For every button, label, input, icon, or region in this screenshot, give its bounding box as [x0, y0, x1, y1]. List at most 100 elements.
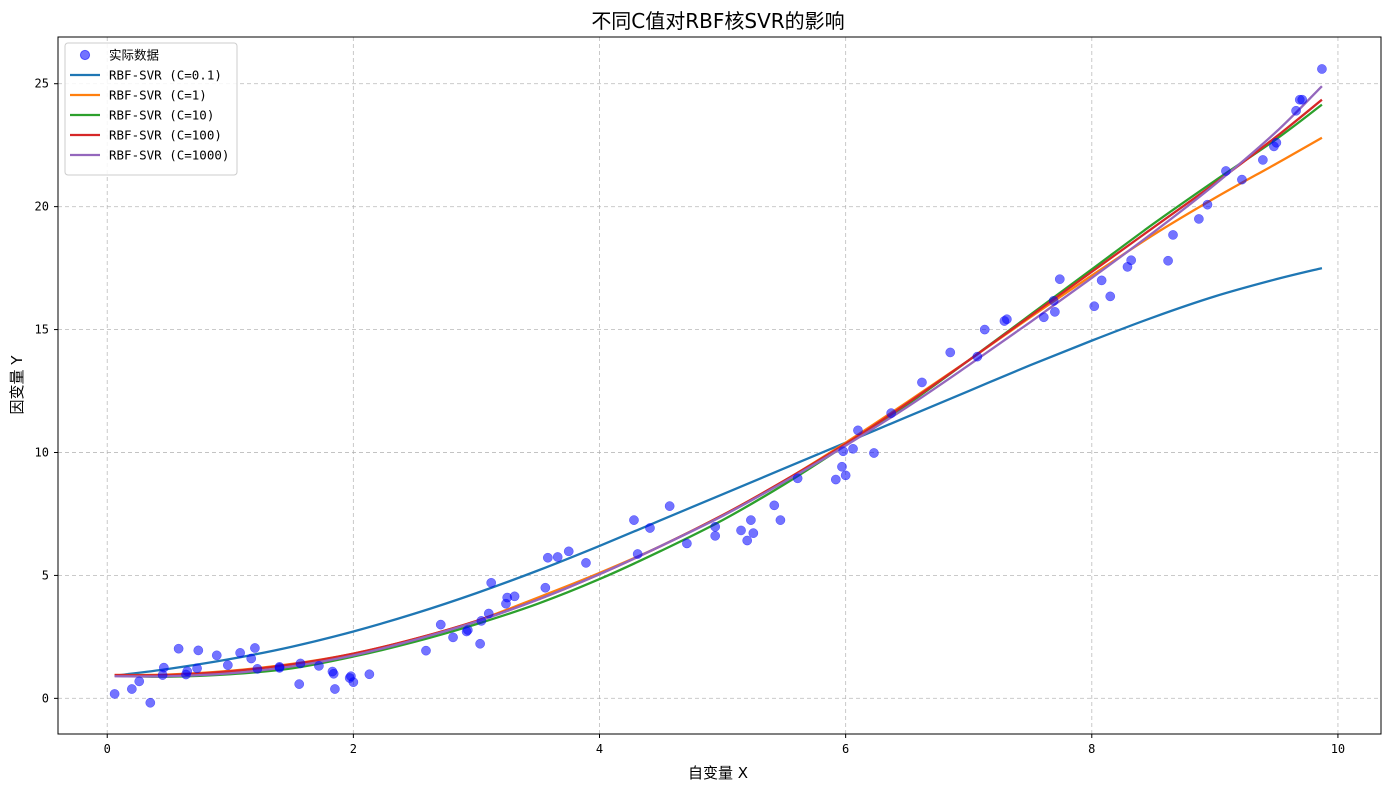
y-tick-label: 15 [35, 323, 49, 337]
data-point [476, 616, 487, 626]
data-point [145, 697, 156, 708]
data-point [540, 582, 551, 593]
data-point [581, 558, 591, 568]
data-point [1221, 166, 1231, 176]
data-point [421, 645, 431, 656]
legend-marker [79, 49, 91, 61]
x-tick-label: 2 [350, 742, 357, 756]
data-point [134, 676, 145, 687]
x-tick-label: 4 [596, 742, 603, 756]
data-point [886, 408, 897, 419]
legend-label: RBF-SVR (C=1000) [109, 148, 229, 163]
data-point [1002, 314, 1012, 325]
data-point [840, 470, 851, 481]
legend-box [64, 42, 238, 176]
data-point [448, 632, 458, 643]
data-point [1194, 214, 1204, 224]
data-point [222, 660, 233, 671]
data-point [1258, 155, 1268, 165]
data-point [1089, 301, 1100, 312]
data-point [792, 473, 803, 484]
data-point [1105, 291, 1116, 302]
data-point [252, 663, 263, 674]
data-point [193, 645, 204, 656]
data-point [1054, 274, 1065, 285]
data-point [1237, 174, 1247, 185]
data-point [1168, 230, 1178, 240]
x-tick-label: 6 [842, 742, 849, 756]
data-point [1202, 199, 1213, 210]
data-point [435, 619, 446, 630]
x-tick-label: 8 [1088, 742, 1095, 756]
data-point [645, 523, 655, 533]
data-point [742, 535, 753, 546]
data-point [542, 552, 553, 563]
legend-label: 实际数据 [109, 48, 159, 63]
data-point [295, 658, 306, 669]
data-point [632, 549, 643, 559]
data-point [109, 689, 120, 699]
data-point [486, 577, 497, 588]
series-lines [114, 85, 1323, 678]
data-point [869, 448, 879, 458]
data-point [314, 661, 324, 671]
data-point [192, 663, 202, 674]
data-point [1271, 137, 1282, 148]
data-point [838, 446, 849, 457]
data-point [979, 324, 990, 335]
x-tick-label: 0 [104, 742, 111, 756]
legend: 实际数据 RBF-SVR (C=0.1) RBF-SVR (C=1) RBF-SVR … [64, 42, 238, 176]
data-point [629, 515, 639, 525]
series-line [114, 103, 1323, 678]
y-axis-label: 因变量 Y [8, 355, 26, 415]
data-point [769, 500, 780, 511]
data-point [746, 515, 756, 525]
data-point [364, 669, 375, 680]
plot-frame [57, 36, 1382, 735]
legend-label: RBF-SVR (C=10) [109, 108, 214, 123]
y-tick-label: 5 [42, 568, 49, 582]
data-point [775, 515, 786, 525]
data-point [1163, 255, 1173, 266]
data-point [483, 608, 494, 619]
data-point [250, 643, 260, 653]
y-tick-label: 25 [35, 77, 49, 91]
data-point [848, 443, 858, 454]
x-axis-label: 自变量 X [688, 764, 748, 782]
y-tick-label: 10 [35, 445, 49, 459]
data-point [235, 648, 245, 658]
legend-label: RBF-SVR (C=1) [109, 88, 207, 103]
data-point [330, 684, 340, 694]
data-point [917, 377, 927, 388]
data-point [830, 474, 841, 485]
data-point [837, 461, 847, 472]
x-tick-label: 10 [1331, 742, 1345, 756]
data-point [972, 351, 983, 362]
series-line [114, 266, 1323, 677]
data-point [552, 552, 563, 562]
data-point [748, 528, 759, 538]
data-point [158, 662, 169, 673]
data-point [462, 625, 473, 635]
data-point [126, 684, 137, 694]
data-point [182, 666, 193, 677]
data-point [246, 653, 257, 664]
data-point [563, 546, 574, 557]
data-point [348, 677, 359, 687]
data-point [274, 663, 285, 673]
data-point [664, 501, 675, 511]
y-tick-label: 20 [35, 200, 49, 214]
chart-title: 不同C值对RBF核SVR的影响 [591, 9, 844, 33]
data-point [211, 650, 222, 661]
data-point [1096, 275, 1107, 286]
data-point [1050, 307, 1060, 317]
data-point [1038, 312, 1049, 323]
series-line [114, 85, 1323, 678]
data-point [945, 347, 956, 358]
data-point [1126, 255, 1137, 266]
data-point [736, 525, 746, 536]
data-point [682, 538, 692, 549]
data-point [509, 591, 520, 602]
data-point [475, 638, 485, 649]
